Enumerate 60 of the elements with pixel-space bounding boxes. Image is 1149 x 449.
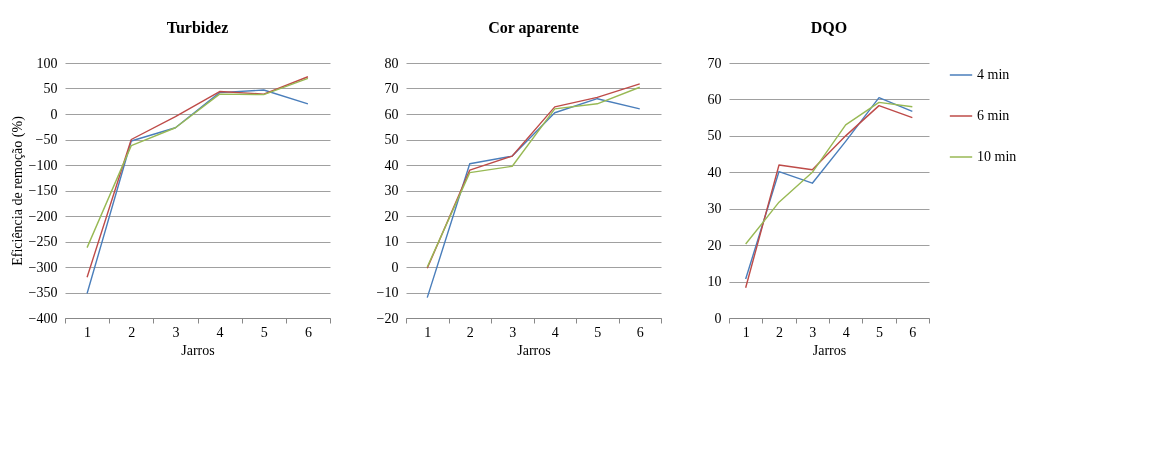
x-axis-title: Jarros (517, 342, 551, 358)
y-tick-label: 20 (384, 208, 399, 224)
line-series (426, 98, 641, 299)
y-tick-label: −20 (376, 310, 399, 326)
y-tick-label: 60 (384, 106, 399, 122)
chart-title: DQO (810, 19, 848, 36)
y-tick-label: 0 (714, 310, 722, 326)
y-tick-label: 50 (384, 132, 399, 147)
y-tick-label: −350 (28, 285, 58, 300)
y-tick-label: 50 (43, 81, 58, 96)
y-tick-label: −150 (28, 183, 58, 198)
y-tick-label: 60 (707, 91, 722, 107)
y-tick-label: −10 (376, 285, 399, 300)
x-tick-label: 1 (424, 324, 432, 340)
y-tick-label: −200 (28, 208, 58, 224)
chart-title: Cor aparente (488, 19, 579, 37)
y-tick-label: 40 (384, 157, 399, 173)
legend-label: 6 min (977, 108, 1010, 123)
x-tick-label: 2 (776, 324, 783, 340)
x-tick-label: 3 (509, 324, 517, 340)
y-tick-label: 100 (36, 55, 58, 71)
x-tick-label: 3 (172, 324, 180, 340)
x-tick-label: 1 (742, 324, 750, 340)
legend-label: 10 min (977, 149, 1017, 164)
y-tick-label: 20 (707, 237, 722, 253)
y-tick-label: −250 (28, 234, 58, 249)
x-tick-label: 2 (466, 324, 474, 340)
x-tick-label: 4 (216, 324, 224, 340)
x-tick-label: 5 (594, 324, 602, 340)
y-axis-title: Eficiência de remoção (%) (9, 115, 26, 266)
x-tick-label: 5 (260, 324, 268, 340)
x-axis-title: Jarros (812, 342, 847, 358)
x-tick-label: 3 (809, 324, 817, 340)
y-tick-label: 30 (384, 183, 399, 198)
y-tick-label: 70 (384, 81, 399, 96)
y-tick-label: −50 (35, 132, 58, 147)
y-tick-label: 30 (707, 201, 722, 217)
y-tick-label: 70 (707, 55, 722, 71)
y-tick-label: −300 (28, 259, 58, 275)
line-series (744, 101, 914, 245)
y-tick-label: 10 (384, 234, 399, 249)
x-tick-label: 6 (636, 324, 644, 340)
chart-title: Turbidez (166, 19, 229, 36)
x-axis-title: Jarros (181, 342, 215, 358)
y-tick-label: 10 (707, 274, 722, 290)
y-tick-label: −100 (28, 157, 58, 173)
x-tick-label: 6 (304, 324, 312, 340)
y-tick-label: 0 (50, 106, 58, 122)
x-tick-label: 4 (842, 324, 850, 340)
x-tick-label: 5 (876, 324, 883, 340)
y-tick-label: 80 (384, 55, 399, 71)
y-tick-label: 50 (707, 128, 722, 144)
x-tick-label: 1 (84, 324, 92, 340)
legend-label: 4 min (977, 67, 1010, 82)
y-tick-label: 40 (707, 164, 722, 180)
x-tick-label: 6 (909, 324, 917, 340)
y-tick-label: −400 (28, 310, 58, 326)
y-tick-label: 0 (391, 259, 399, 275)
x-tick-label: 2 (128, 324, 136, 340)
x-tick-label: 4 (551, 324, 559, 340)
